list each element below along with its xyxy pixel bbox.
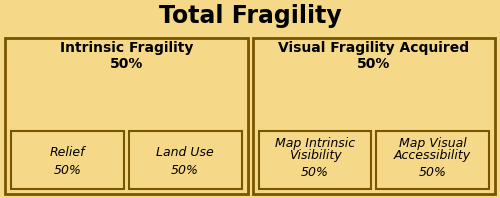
Text: 50%: 50% [301,166,329,179]
Text: Intrinsic Fragility: Intrinsic Fragility [60,41,193,55]
Bar [11,131,124,189]
Bar [129,131,242,189]
Text: 50%: 50% [357,57,390,71]
Text: 50%: 50% [110,57,143,71]
Text: Visual Fragility Acquired: Visual Fragility Acquired [278,41,469,55]
Text: Map Visual: Map Visual [399,137,466,150]
Text: 50%: 50% [418,166,446,179]
Bar [376,131,489,189]
Text: Total Fragility: Total Fragility [158,4,342,28]
Text: Map Intrinsic: Map Intrinsic [275,137,355,150]
Bar [258,131,371,189]
Text: Land Use: Land Use [156,146,214,159]
Text: Visibility: Visibility [288,149,341,163]
Bar [5,38,248,194]
Text: 50%: 50% [54,164,82,176]
Bar [252,38,495,194]
Text: Relief: Relief [50,146,85,159]
Text: 50%: 50% [171,164,199,176]
Text: Accessibility: Accessibility [394,149,471,163]
